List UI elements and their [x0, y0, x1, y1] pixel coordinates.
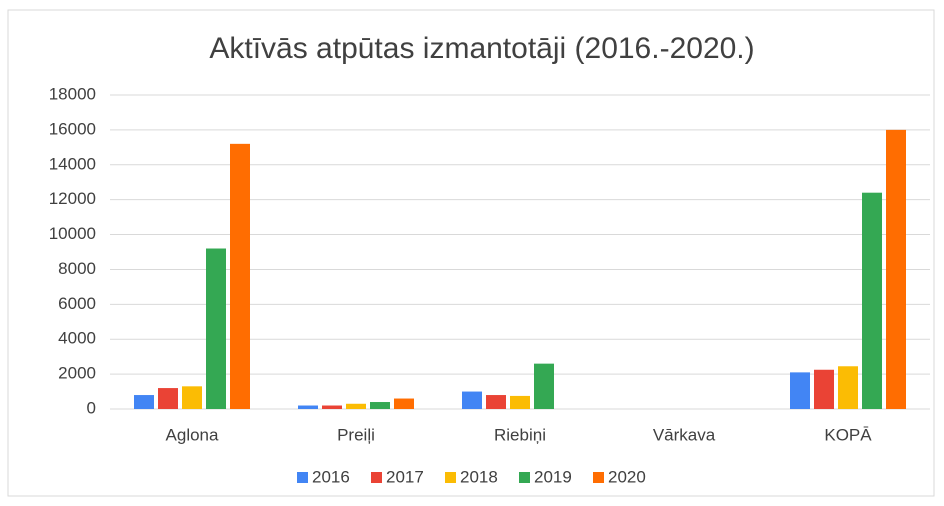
bar	[134, 395, 154, 409]
y-tick-label: 18000	[49, 84, 96, 103]
bar	[394, 398, 414, 409]
y-tick-label: 14000	[49, 154, 96, 173]
bar	[230, 143, 250, 409]
y-tick-label: 6000	[58, 294, 96, 313]
y-tick-label: 8000	[58, 259, 96, 278]
legend-swatch	[371, 472, 382, 483]
bar	[814, 369, 834, 409]
bar	[158, 388, 178, 409]
legend-swatch	[519, 472, 530, 483]
bar	[370, 402, 390, 409]
bar	[838, 366, 858, 409]
bar	[862, 192, 882, 409]
y-tick-label: 16000	[49, 119, 96, 138]
y-tick-label: 4000	[58, 329, 96, 348]
x-tick-label: Aglona	[166, 425, 219, 444]
legend-label: 2020	[608, 467, 646, 486]
y-tick-label: 10000	[49, 224, 96, 243]
bar	[462, 391, 482, 409]
chart-frame	[7, 9, 935, 497]
y-tick-label: 12000	[49, 189, 96, 208]
legend-label: 2019	[534, 467, 572, 486]
x-tick-label: Riebiņi	[494, 425, 546, 444]
bar	[346, 403, 366, 409]
y-tick-label: 2000	[58, 364, 96, 383]
bar	[182, 386, 202, 409]
bar	[206, 248, 226, 409]
chart-title: Aktīvās atpūtas izmantotāji (2016.-2020.…	[209, 32, 754, 65]
legend-label: 2018	[460, 467, 498, 486]
legend-swatch	[445, 472, 456, 483]
legend-swatch	[593, 472, 604, 483]
legend-label: 2016	[312, 467, 350, 486]
y-tick-label: 0	[87, 398, 96, 417]
legend-swatch	[297, 472, 308, 483]
bar	[322, 405, 342, 409]
bar	[510, 395, 530, 409]
bar	[886, 129, 906, 409]
x-tick-label: Vārkava	[653, 425, 716, 444]
x-tick-label: Preiļi	[337, 425, 375, 444]
bar	[534, 363, 554, 409]
x-tick-label: KOPĀ	[824, 425, 872, 444]
bar	[298, 405, 318, 409]
legend-label: 2017	[386, 467, 424, 486]
bar	[790, 372, 810, 409]
bar	[486, 395, 506, 409]
